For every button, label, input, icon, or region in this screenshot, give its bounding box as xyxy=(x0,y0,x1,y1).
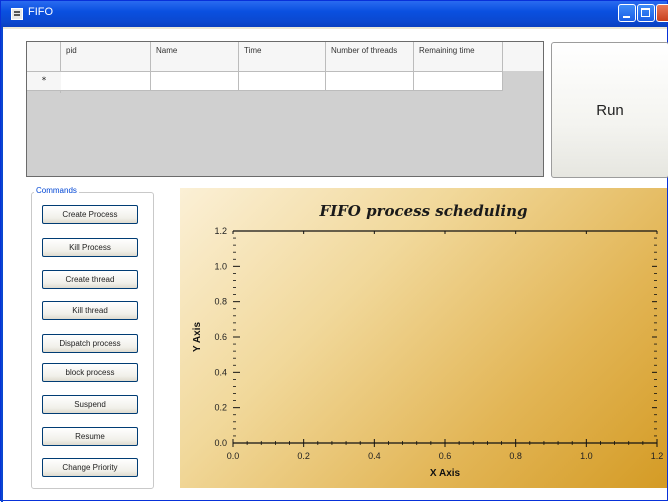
window-border xyxy=(1,27,3,502)
x-tick-label: 1.2 xyxy=(651,451,664,461)
scheduling-chart: FIFO process scheduling 0.0 0.2 0.4 0.6 0.8 1… xyxy=(180,188,667,488)
new-row-marker[interactable]: * xyxy=(27,71,61,91)
maximize-button[interactable] xyxy=(637,4,655,22)
column-header-remaining[interactable]: Remaining time xyxy=(414,42,503,71)
chart-title: FIFO process scheduling xyxy=(319,202,528,220)
create-thread-button[interactable]: Create thread xyxy=(42,270,138,289)
title-bar[interactable]: FIFO xyxy=(1,1,668,27)
y-tick-label: 0.4 xyxy=(214,367,227,377)
y-tick-label: 0.0 xyxy=(214,438,227,448)
chart-plot: 0.0 0.2 0.4 0.6 0.8 1.0 1.2 0.0 0.2 0.4 0.6 0.8 1.0 1… xyxy=(192,226,664,479)
block-process-button[interactable]: block process xyxy=(42,363,138,382)
x-tick-label: 0.0 xyxy=(227,451,240,461)
commands-groupbox xyxy=(31,192,154,489)
dispatch-process-button[interactable]: Dispatch process xyxy=(42,334,138,353)
process-grid[interactable]: pid Name Time Number of threads Remainin… xyxy=(26,41,544,177)
window-title: FIFO xyxy=(28,6,54,18)
column-header-pid[interactable]: pid xyxy=(61,42,151,71)
x-tick-label: 0.6 xyxy=(439,451,452,461)
y-tick-label: 1.0 xyxy=(214,261,227,271)
column-header-name[interactable]: Name xyxy=(151,42,239,71)
grid-cell-remaining[interactable] xyxy=(414,71,503,91)
y-tick-label: 1.2 xyxy=(214,226,227,236)
grid-cell-pid[interactable] xyxy=(61,71,151,91)
close-button[interactable] xyxy=(656,4,668,22)
run-button[interactable]: Run xyxy=(551,42,668,178)
y-axis-label: Y Axis xyxy=(192,322,203,352)
suspend-button[interactable]: Suspend xyxy=(42,395,138,414)
kill-process-button[interactable]: Kill Process xyxy=(42,238,138,257)
grid-cell-name[interactable] xyxy=(151,71,239,91)
app-icon xyxy=(11,8,23,20)
resume-button[interactable]: Resume xyxy=(42,427,138,446)
x-axis-label: X Axis xyxy=(430,468,461,479)
y-tick-label: 0.6 xyxy=(214,332,227,342)
column-header-time[interactable]: Time xyxy=(239,42,326,71)
x-tick-label: 0.8 xyxy=(509,451,522,461)
grid-cell-time[interactable] xyxy=(239,71,326,91)
change-priority-button[interactable]: Change Priority xyxy=(42,458,138,477)
y-tick-label: 0.2 xyxy=(214,403,227,413)
x-tick-label: 0.4 xyxy=(368,451,381,461)
column-header-threads[interactable]: Number of threads xyxy=(326,42,414,71)
kill-thread-button[interactable]: Kill thread xyxy=(42,301,138,320)
y-tick-label: 0.8 xyxy=(214,297,227,307)
commands-legend: Commands xyxy=(34,186,79,195)
row-header-column xyxy=(27,42,61,93)
grid-cell-threads[interactable] xyxy=(326,71,414,91)
x-tick-label: 1.0 xyxy=(580,451,593,461)
create-process-button[interactable]: Create Process xyxy=(42,205,138,224)
x-tick-label: 0.2 xyxy=(297,451,310,461)
grid-header xyxy=(27,42,543,71)
minimize-button[interactable] xyxy=(618,4,636,22)
